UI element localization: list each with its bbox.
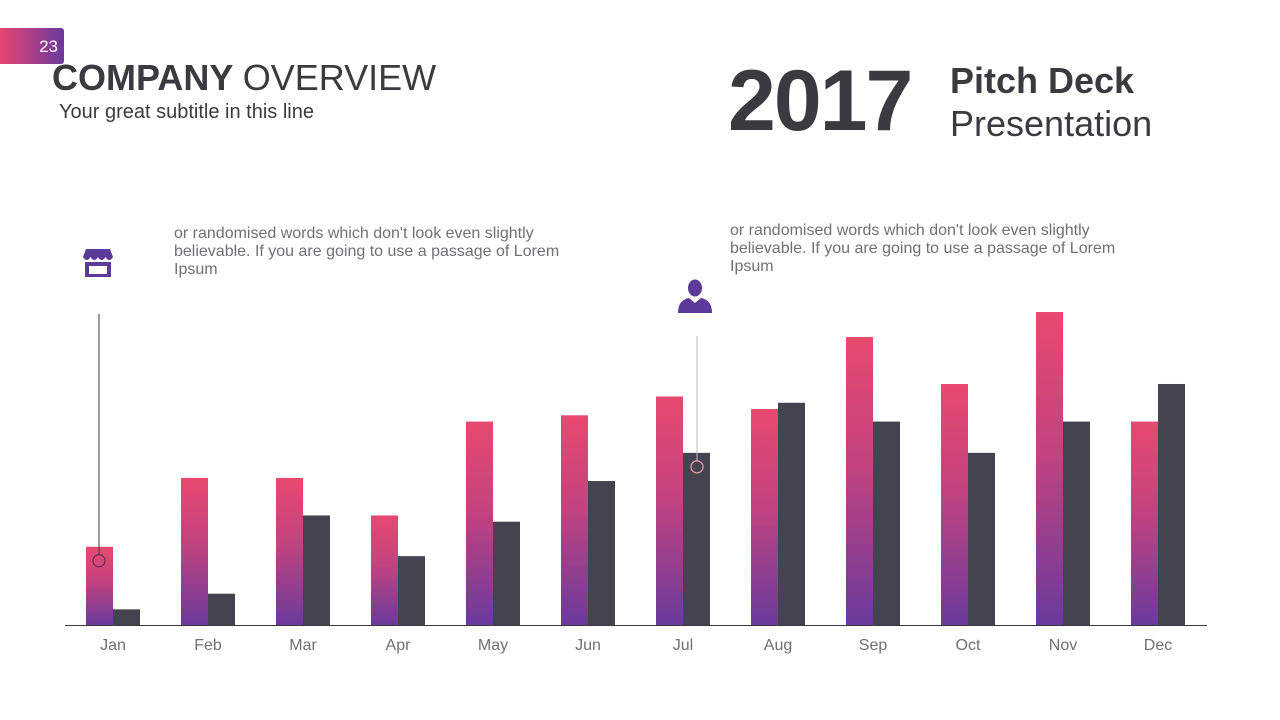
title-bold: COMPANY (52, 57, 233, 98)
bar-series-1-aug (751, 409, 778, 625)
x-tick-jun: Jun (575, 637, 601, 654)
bar-series-1-oct (941, 383, 968, 625)
x-tick-jul: Jul (673, 637, 693, 654)
bar-series-1-nov (1036, 312, 1063, 625)
x-tick-dec: Dec (1144, 637, 1172, 654)
page-number-badge: 23 (0, 28, 64, 64)
store-icon (83, 249, 113, 277)
bar-series-2-jan (113, 609, 140, 625)
page-number: 23 (39, 37, 58, 56)
x-tick-sep: Sep (859, 637, 888, 654)
bar-series-1-jul (656, 396, 683, 625)
bar-series-1-jun (561, 415, 588, 625)
page-subtitle: Your great subtitle in this line (59, 101, 314, 123)
bar-series-1-jan (86, 546, 113, 625)
x-tick-feb: Feb (194, 637, 222, 654)
bar-series-1-dec (1131, 421, 1158, 625)
deck-year: 2017 (728, 53, 913, 149)
title-light: OVERVIEW (242, 57, 437, 98)
bar-series-1-apr (371, 515, 398, 625)
bar-series-1-feb (181, 477, 208, 625)
bar-series-2-apr (398, 556, 425, 625)
bar-series-2-jul (683, 452, 710, 625)
deck-title: Pitch Deck (950, 60, 1135, 101)
bar-series-2-mar (303, 515, 330, 625)
bar-series-1-may (466, 421, 493, 625)
callout-marker-jan (92, 554, 106, 568)
callout-marker-jul (690, 460, 704, 474)
x-tick-oct: Oct (956, 637, 981, 654)
bar-series-2-dec (1158, 383, 1185, 625)
x-tick-nov: Nov (1049, 637, 1077, 654)
x-tick-may: May (478, 637, 508, 654)
bar-series-1-sep (846, 337, 873, 625)
bar-series-2-may (493, 521, 520, 625)
callout-text-jul: or randomised words which don't look eve… (730, 222, 1116, 275)
page-title: COMPANY OVERVIEW (52, 58, 436, 98)
x-tick-jan: Jan (100, 637, 126, 654)
deck-subtitle: Presentation (950, 103, 1153, 144)
x-tick-apr: Apr (386, 637, 412, 654)
bar-series-2-nov (1063, 421, 1090, 625)
x-tick-mar: Mar (289, 637, 317, 654)
bar-series-2-oct (968, 452, 995, 625)
bar-series-2-sep (873, 421, 900, 625)
x-tick-aug: Aug (764, 637, 792, 654)
callout-text-jan: or randomised words which don't look eve… (174, 225, 560, 278)
bar-series-2-aug (778, 402, 805, 625)
bar-series-2-feb (208, 593, 235, 625)
bar-series-2-jun (588, 481, 615, 625)
user-icon (678, 279, 712, 313)
bar-series-1-mar (276, 477, 303, 625)
